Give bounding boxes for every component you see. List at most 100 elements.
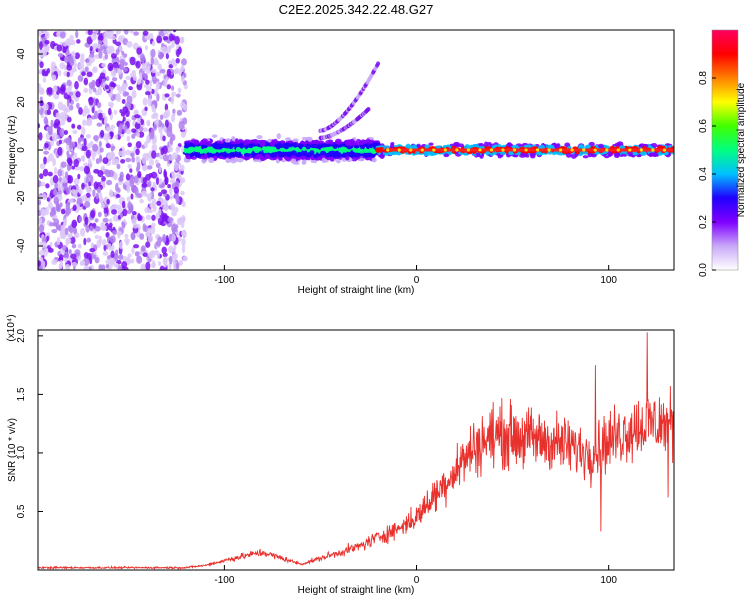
heatmap-cell: [77, 243, 82, 249]
heatmap-cell: [161, 246, 167, 254]
heatmap-cell: [135, 148, 140, 156]
heatmap-cell: [139, 233, 145, 240]
heatmap-cell: [47, 87, 53, 95]
heatmap-core-dot: [478, 148, 482, 152]
heatmap-cell: [163, 30, 169, 35]
heatmap-region-signal-onset: [182, 133, 382, 165]
heatmap-cell: [73, 227, 78, 235]
heatmap-cell: [86, 237, 92, 243]
heatmap-cell: [296, 151, 303, 158]
heatmap-cell: [171, 173, 176, 180]
heatmap-cell: [340, 146, 346, 152]
heatmap-cell: [178, 260, 184, 266]
heatmap-cell: [87, 30, 93, 36]
heatmap-cell: [115, 193, 121, 198]
heatmap-cell: [73, 159, 79, 168]
heatmap-cell: [179, 164, 185, 172]
heatmap-cell: [78, 107, 83, 115]
heatmap-cell: [64, 257, 68, 263]
heatmap-cell: [100, 202, 105, 209]
y-tick-label: 40: [16, 48, 27, 60]
colorbar-tick-label: 0.6: [698, 119, 709, 133]
heatmap-cell: [172, 30, 177, 33]
heatmap-cell: [150, 68, 157, 73]
chart-title: C2E2.2025.342.22.48.G27: [279, 2, 434, 17]
heatmap-cell: [320, 154, 326, 159]
heatmap-cell: [83, 138, 87, 147]
heatmap-cell: [180, 64, 185, 71]
heatmap-cell: [180, 75, 185, 83]
heatmap-cell: [321, 157, 326, 164]
heatmap-cell: [52, 188, 58, 196]
heatmap-cell: [63, 221, 67, 227]
heatmap-cell: [458, 143, 464, 148]
heatmap-core-dot: [651, 148, 655, 152]
heatmap-cell: [155, 81, 160, 91]
heatmap-cell: [104, 212, 108, 218]
heatmap-core-dot: [501, 148, 505, 152]
heatmap-cell: [184, 142, 189, 147]
heatmap-cell: [66, 99, 70, 108]
heatmap-cell: [140, 245, 146, 252]
heatmap-cell: [109, 189, 114, 198]
heatmap-cell: [104, 30, 108, 35]
heatmap-cell: [51, 74, 57, 82]
heatmap-core-dot: [397, 148, 401, 152]
heatmap-cell: [38, 260, 42, 267]
heatmap-cell: [130, 193, 134, 200]
heatmap-cell: [98, 112, 103, 121]
heatmap-cell: [152, 113, 158, 118]
heatmap-cell: [131, 218, 137, 225]
heatmap-cell: [74, 52, 81, 60]
heatmap-cell: [69, 104, 74, 111]
heatmap-cell: [151, 222, 156, 228]
heatmap-cell: [235, 146, 241, 153]
heatmap-cell: [78, 216, 83, 223]
heatmap-cell: [110, 69, 117, 78]
heatmap-cell: [145, 65, 151, 75]
heatmap-cell: [81, 182, 85, 190]
heatmap-cell: [77, 173, 81, 180]
heatmap-cell: [143, 83, 150, 89]
heatmap-cell: [182, 232, 187, 238]
heatmap-core-dot: [455, 148, 459, 152]
heatmap-cell: [131, 89, 137, 99]
heatmap-cell: [150, 48, 156, 58]
heatmap-cell: [539, 144, 545, 150]
heatmap-cell: [136, 47, 143, 55]
heatmap-cell: [89, 53, 95, 58]
heatmap-cell: [424, 144, 430, 149]
heatmap-cell: [47, 126, 53, 134]
heatmap-cell: [86, 71, 93, 77]
colorbar-gradient: [712, 30, 738, 270]
snr-y-label: SNR (10 * v/v): [7, 418, 18, 482]
heatmap-cell: [142, 164, 148, 172]
heatmap-cell: [52, 157, 56, 167]
heatmap-cell: [137, 214, 143, 221]
snr-y-ticks: 0.5 1.0 1.5 2.0: [16, 328, 43, 518]
heatmap-cell: [185, 154, 191, 159]
heatmap-cell: [582, 151, 589, 155]
heatmap-cell: [83, 165, 90, 175]
heatmap-cell: [59, 119, 66, 126]
heatmap-cell: [259, 157, 266, 162]
heatmap-cell: [50, 209, 57, 216]
heatmap-cell: [206, 153, 211, 157]
heatmap-cell: [122, 67, 128, 72]
heatmap-cell: [524, 154, 530, 158]
heatmap-cell: [128, 86, 133, 91]
heatmap-cell: [91, 79, 96, 88]
heatmap-cell: [66, 116, 72, 123]
heatmap-cell: [40, 181, 46, 187]
heatmap-cell: [121, 261, 128, 269]
heatmap-cell: [113, 109, 118, 115]
heatmap-cell: [171, 223, 177, 233]
heatmap-cell: [276, 133, 281, 140]
heatmap-cell: [374, 147, 382, 153]
heatmap-cell: [613, 152, 620, 158]
heatmap-region-harmonic-branch-1: [318, 61, 381, 133]
heatmap-cell: [67, 233, 73, 238]
heatmap-cell: [104, 53, 109, 60]
heatmap-cell: [263, 150, 269, 154]
